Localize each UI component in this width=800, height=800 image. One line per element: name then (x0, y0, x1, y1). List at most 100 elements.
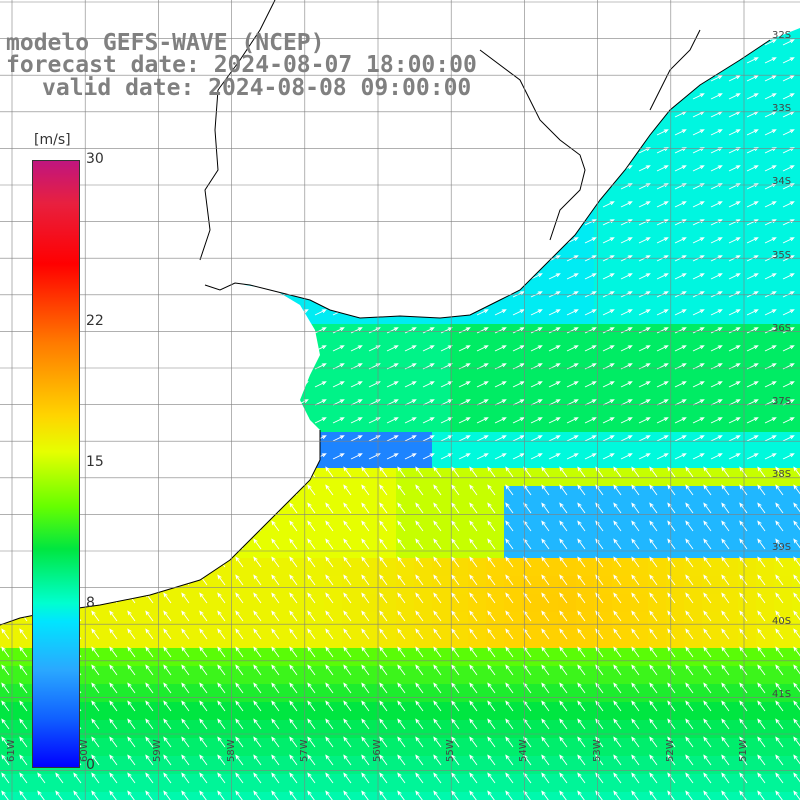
wind-cell (792, 126, 800, 144)
wind-arrow (476, 309, 489, 316)
wind-arrow (710, 183, 723, 190)
wind-arrow (692, 93, 705, 100)
wind-arrow (332, 327, 345, 334)
wind-arrow (386, 345, 399, 352)
colorbar-tick-label: 30 (86, 151, 104, 167)
wind-cell (126, 792, 144, 800)
wind-cell (792, 540, 800, 558)
wind-arrow (476, 345, 489, 352)
wind-arrow (692, 309, 705, 316)
longitude-label: 59W (152, 739, 164, 762)
wind-arrow (782, 75, 795, 82)
wind-arrow (674, 327, 687, 334)
wind-cell (792, 576, 800, 594)
wind-arrow (782, 201, 795, 208)
wind-arrow (404, 345, 417, 352)
wind-arrow (602, 291, 615, 298)
wind-arrow (782, 309, 795, 316)
colorbar-tick-label: 22 (86, 312, 104, 329)
wind-cell (90, 792, 108, 800)
wind-cell (774, 792, 792, 800)
wind-cell (162, 792, 180, 800)
wind-arrow (764, 273, 777, 280)
longitude-label: 61W (6, 739, 17, 762)
wind-arrow (746, 93, 759, 100)
wind-arrow (710, 309, 723, 316)
wind-arrow (566, 237, 579, 244)
wind-arrow (530, 309, 543, 316)
wind-arrow (674, 291, 687, 298)
wind-arrow (656, 345, 669, 352)
wind-cell (792, 450, 800, 468)
wind-cell (486, 792, 504, 800)
wind-cell (576, 792, 594, 800)
wind-arrow (764, 129, 777, 136)
wind-arrow (584, 273, 597, 280)
wind-arrow (746, 237, 759, 244)
wind-arrow (620, 273, 633, 280)
wind-arrow (728, 129, 741, 136)
wind-arrow (584, 309, 597, 316)
wind-arrow (746, 129, 759, 136)
wind-arrow (638, 183, 651, 190)
wind-arrow (782, 291, 795, 298)
wind-cell (630, 792, 648, 800)
wind-arrow (710, 273, 723, 280)
wind-arrow (692, 129, 705, 136)
wind-arrow (782, 39, 795, 46)
wind-arrow (512, 309, 525, 316)
wind-arrow (494, 345, 507, 352)
wind-cell (342, 792, 360, 800)
wind-cell (792, 666, 800, 684)
wind-arrow (656, 327, 669, 334)
wind-cell (54, 792, 72, 800)
latitude-label: 33S (772, 103, 792, 115)
wind-arrow (422, 345, 435, 352)
wind-cell (108, 792, 126, 800)
wind-arrow (548, 291, 561, 298)
wind-arrow (638, 291, 651, 298)
wind-arrow (710, 237, 723, 244)
wind-cell (792, 612, 800, 630)
wind-arrow (674, 165, 687, 172)
latitude-label: 39S (772, 542, 792, 554)
wind-arrow (782, 183, 795, 190)
wind-arrow (422, 327, 435, 334)
wind-arrow (782, 93, 795, 100)
longitude-label: 55W (445, 739, 457, 762)
wind-cell (792, 54, 800, 72)
wind-cell (684, 792, 702, 800)
wind-arrow (692, 165, 705, 172)
wind-arrow (764, 201, 777, 208)
longitude-label: 58W (225, 739, 237, 762)
longitude-label: 56W (372, 739, 383, 762)
wind-cell (558, 792, 576, 800)
wind-cell (180, 792, 198, 800)
wind-cell (252, 792, 270, 800)
wind-arrow (674, 201, 687, 208)
wind-cell (0, 792, 18, 800)
wind-cell (72, 792, 90, 800)
wind-arrow (656, 237, 669, 244)
wind-arrow (728, 327, 741, 334)
wind-arrow (620, 291, 633, 298)
wind-cell (792, 738, 800, 756)
wind-cell (666, 792, 684, 800)
wind-arrow (332, 345, 345, 352)
wind-arrow (512, 291, 525, 298)
wind-cell (198, 792, 216, 800)
wind-arrow (692, 201, 705, 208)
longitude-label: 60W (79, 739, 91, 762)
wind-arrow (764, 93, 777, 100)
wind-arrow (746, 309, 759, 316)
wind-arrow (764, 75, 777, 82)
wind-cell (522, 792, 540, 800)
wind-arrow (620, 201, 633, 208)
latitude-label: 38S (772, 469, 792, 481)
wind-arrow (746, 327, 759, 334)
longitude-label: 51W (738, 739, 749, 762)
colorbar-tick-label: 15 (86, 454, 104, 470)
wind-arrow (656, 273, 669, 280)
wind-cell (738, 792, 756, 800)
wind-cell (468, 792, 486, 800)
